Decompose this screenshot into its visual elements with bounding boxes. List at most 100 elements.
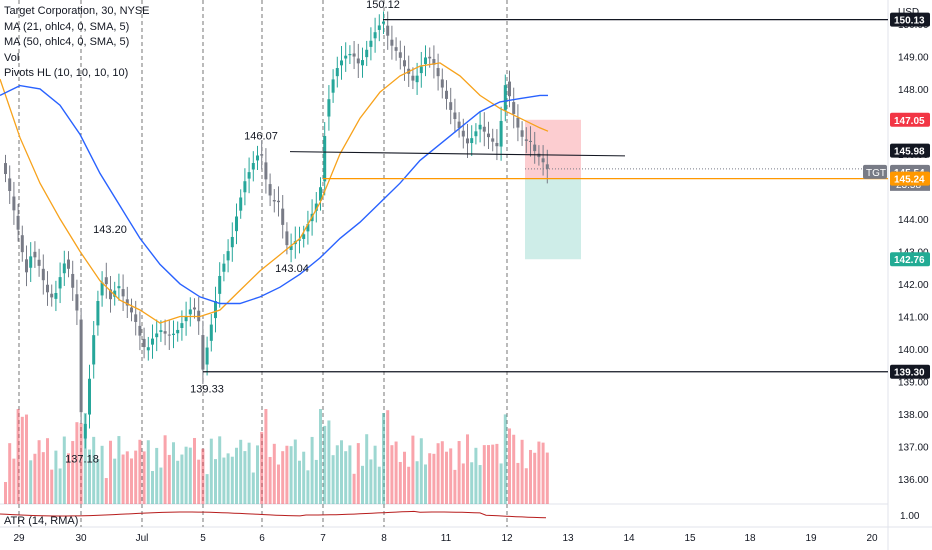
candle-body[interactable] (134, 314, 138, 322)
candle-body[interactable] (159, 330, 163, 333)
candle-body[interactable] (478, 124, 482, 130)
candle-body[interactable] (151, 338, 154, 345)
candle-body[interactable] (432, 59, 436, 65)
candle-body[interactable] (193, 307, 196, 310)
candle-body[interactable] (436, 68, 440, 77)
candle-body[interactable] (386, 25, 390, 36)
candle-body[interactable] (4, 163, 7, 175)
candle-body[interactable] (503, 85, 507, 111)
candle-body[interactable] (453, 112, 457, 120)
legend-ma50[interactable]: MA (50, ohlc4, 0, SMA, 5) (4, 36, 130, 48)
candle-body[interactable] (335, 68, 339, 77)
candle-body[interactable] (281, 208, 285, 225)
candle-body[interactable] (445, 90, 448, 99)
price-tag-line[interactable]: 150.13 (894, 16, 925, 27)
candle-body[interactable] (457, 121, 461, 129)
symbol-tag[interactable]: TGT (866, 168, 886, 179)
candle-body[interactable] (428, 56, 432, 59)
candle-body[interactable] (155, 333, 159, 338)
candle-body[interactable] (226, 251, 230, 261)
candle-body[interactable] (541, 158, 545, 163)
price-tag-line[interactable]: 139.30 (894, 368, 925, 379)
candle-body[interactable] (508, 81, 511, 97)
candle-body[interactable] (323, 136, 327, 182)
candle-body[interactable] (545, 164, 549, 169)
candle-body[interactable] (524, 139, 528, 141)
candle-body[interactable] (424, 57, 427, 64)
candle-body[interactable] (264, 162, 268, 180)
candle-body[interactable] (163, 331, 167, 334)
candle-body[interactable] (75, 294, 79, 311)
take-profit-zone[interactable] (525, 178, 581, 260)
candle-body[interactable] (8, 178, 12, 191)
candle-body[interactable] (461, 130, 465, 137)
candle-body[interactable] (214, 301, 217, 319)
candle-body[interactable] (361, 60, 364, 66)
candle-body[interactable] (67, 259, 70, 269)
candle-body[interactable] (272, 200, 276, 202)
candle-body[interactable] (46, 284, 49, 293)
candle-body[interactable] (369, 40, 373, 47)
candle-body[interactable] (377, 25, 381, 30)
candle-body[interactable] (184, 316, 188, 322)
candle-body[interactable] (398, 52, 402, 58)
candle-body[interactable] (37, 259, 41, 266)
candle-body[interactable] (474, 131, 478, 137)
candle-body[interactable] (470, 138, 474, 144)
candle-body[interactable] (188, 309, 192, 315)
candle-body[interactable] (289, 245, 293, 250)
candle-body[interactable] (20, 235, 24, 253)
candle-body[interactable] (319, 187, 322, 201)
candle-body[interactable] (146, 347, 150, 351)
candle-body[interactable] (415, 75, 419, 83)
candle-body[interactable] (16, 215, 20, 230)
candle-body[interactable] (230, 236, 234, 248)
candle-body[interactable] (121, 289, 125, 297)
candle-body[interactable] (104, 277, 108, 285)
candle-body[interactable] (239, 197, 243, 211)
candle-body[interactable] (520, 130, 524, 137)
candle-body[interactable] (176, 329, 180, 334)
candle-body[interactable] (62, 263, 66, 274)
atr-line[interactable] (0, 510, 547, 519)
candle-body[interactable] (327, 99, 331, 117)
candle-body[interactable] (482, 126, 486, 132)
candle-body[interactable] (516, 117, 520, 128)
candle-body[interactable] (344, 55, 348, 59)
candle-body[interactable] (314, 203, 318, 211)
candle-body[interactable] (109, 289, 112, 300)
candle-body[interactable] (125, 299, 129, 306)
price-tag-target[interactable]: 142.76 (894, 255, 925, 266)
candle-body[interactable] (88, 378, 91, 415)
candle-body[interactable] (390, 39, 394, 46)
candle-body[interactable] (256, 155, 259, 161)
candle-body[interactable] (302, 234, 306, 239)
candle-body[interactable] (537, 153, 541, 158)
candle-body[interactable] (491, 138, 495, 142)
candle-body[interactable] (440, 79, 444, 88)
candle-body[interactable] (365, 49, 369, 58)
candle-body[interactable] (449, 102, 453, 110)
legend-pivots[interactable]: Pivots HL (10, 10, 10, 10) (4, 67, 129, 79)
candle-body[interactable] (251, 163, 255, 170)
candle-body[interactable] (222, 263, 226, 272)
neckline-trendline[interactable] (289, 151, 626, 157)
candle-body[interactable] (138, 325, 142, 336)
ma21-line[interactable] (0, 62, 549, 324)
candle-body[interactable] (172, 333, 175, 335)
candle-body[interactable] (356, 58, 360, 64)
candle-body[interactable] (382, 21, 385, 24)
candle-body[interactable] (180, 323, 184, 328)
legend-vol[interactable]: Vol (4, 51, 20, 64)
candle-body[interactable] (50, 293, 54, 298)
candle-body[interactable] (419, 66, 423, 74)
candle-body[interactable] (394, 47, 398, 51)
candle-body[interactable] (331, 79, 335, 93)
candle-body[interactable] (533, 144, 537, 152)
candle-body[interactable] (96, 301, 100, 326)
candle-body[interactable] (487, 133, 490, 138)
candle-body[interactable] (373, 32, 377, 39)
candle-body[interactable] (260, 154, 264, 156)
